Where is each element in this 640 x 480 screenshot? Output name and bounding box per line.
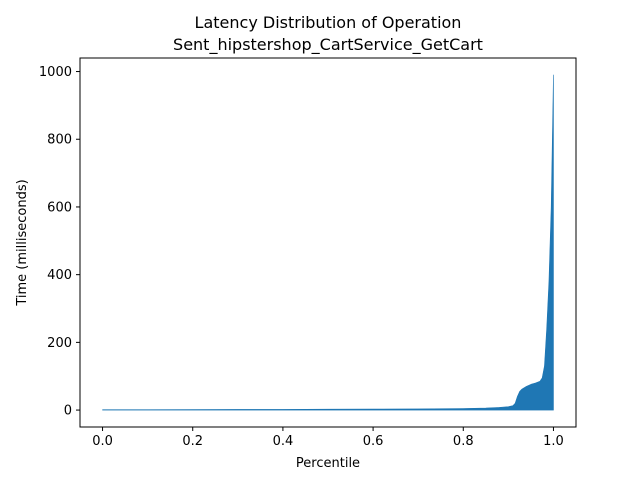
y-axis: 0 200 400 600 800 1000 [39,65,80,419]
x-tick-label: 1.0 [543,434,564,449]
x-tick-label: 0.6 [363,434,384,449]
x-tick-label: 0.4 [273,434,294,449]
plot-area [102,74,554,411]
y-tick-label: 0 [64,404,72,419]
chart-title: Latency Distribution of Operation [195,13,462,32]
series-area [102,74,554,411]
chart-subtitle: Sent_hipstershop_CartService_GetCart [173,35,483,55]
x-tick-label: 0.8 [453,434,474,449]
y-tick-label: 400 [47,268,72,283]
x-axis: 0.0 0.2 0.4 0.6 0.8 1.0 [92,427,564,449]
x-axis-label: Percentile [296,456,360,471]
y-axis-label: Time (milliseconds) [15,179,30,306]
y-tick-label: 200 [47,336,72,351]
y-tick-label: 1000 [39,65,72,80]
y-tick-label: 800 [47,133,72,148]
x-tick-label: 0.2 [182,434,203,449]
x-tick-label: 0.0 [92,434,113,449]
y-tick-label: 600 [47,200,72,215]
axes-frame [79,57,577,428]
